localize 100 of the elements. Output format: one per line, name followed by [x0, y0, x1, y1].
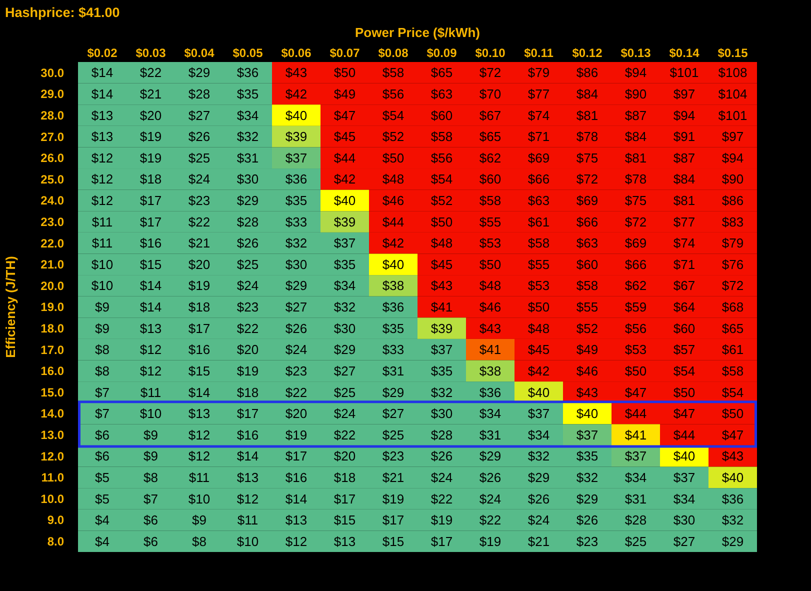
data-label: $28 — [236, 214, 259, 230]
data-label: $24 — [479, 491, 502, 506]
data-label: $20 — [140, 108, 162, 123]
data-label: $14 — [285, 491, 308, 506]
data-label: $36 — [479, 384, 502, 400]
data-label: $60 — [430, 108, 453, 123]
data-label: $53 — [624, 342, 647, 358]
data-label: $20 — [236, 342, 259, 358]
data-label: $37 — [430, 342, 453, 358]
data-label: $87 — [624, 108, 647, 123]
data-label: $52 — [382, 129, 404, 144]
y-tick-label: 25.0 — [40, 172, 64, 186]
y-tick-label: 8.0 — [47, 534, 64, 549]
y-tick-label: 30.0 — [40, 66, 64, 80]
data-label: $7 — [95, 384, 110, 400]
data-label: $43 — [430, 278, 453, 294]
data-label: $44 — [382, 214, 404, 230]
data-label: $26 — [188, 129, 210, 144]
data-label: $17 — [430, 534, 453, 549]
data-label: $34 — [624, 470, 647, 485]
data-label: $86 — [722, 193, 744, 208]
y-tick-label: 29.0 — [40, 87, 64, 102]
data-label: $39 — [334, 214, 356, 230]
data-label: $37 — [624, 448, 647, 464]
data-label: $22 — [140, 65, 162, 80]
y-tick-label: 19.0 — [40, 300, 64, 314]
data-label: $10 — [140, 406, 162, 422]
y-tick-label: 21.0 — [40, 258, 64, 272]
data-label: $16 — [285, 470, 308, 485]
data-label: $94 — [624, 65, 647, 80]
data-label: $44 — [624, 406, 647, 422]
data-label: $13 — [285, 512, 308, 528]
data-label: $7 — [95, 406, 110, 422]
data-label: $63 — [576, 236, 598, 251]
data-label: $33 — [285, 214, 308, 230]
data-label: $26 — [576, 512, 598, 528]
data-label: $36 — [382, 300, 404, 315]
data-label: $15 — [334, 512, 356, 528]
data-label: $22 — [188, 214, 210, 230]
data-label: $40 — [285, 108, 308, 123]
data-label: $4 — [95, 512, 110, 528]
data-label: $76 — [722, 256, 744, 272]
y-axis-title: Efficiency (J/TH) — [3, 256, 18, 358]
data-label: $72 — [722, 278, 744, 294]
data-label: $29 — [576, 491, 598, 506]
data-label: $53 — [528, 278, 550, 294]
y-tick-label: 16.0 — [40, 364, 64, 378]
data-label: $21 — [140, 86, 162, 102]
data-label: $66 — [624, 256, 647, 272]
data-label: $13 — [236, 470, 259, 485]
y-tick-label: 28.0 — [40, 108, 64, 122]
y-tick-label: 14.0 — [40, 406, 64, 421]
data-label: $42 — [382, 236, 404, 251]
data-label: $8 — [95, 363, 110, 378]
data-label: $72 — [479, 65, 502, 80]
data-label: $12 — [236, 491, 259, 506]
data-label: $20 — [188, 256, 210, 272]
data-label: $40 — [576, 406, 598, 422]
data-label: $50 — [624, 363, 647, 378]
data-label: $20 — [334, 448, 356, 464]
data-label: $19 — [382, 491, 404, 506]
data-label: $12 — [188, 448, 210, 464]
data-label: $18 — [188, 300, 210, 315]
data-label: $19 — [140, 150, 162, 166]
y-tick-label: 26.0 — [40, 151, 64, 166]
data-label: $11 — [140, 384, 162, 400]
data-label: $29 — [236, 193, 259, 208]
y-tick-label: 17.0 — [40, 342, 64, 357]
data-label: $26 — [479, 470, 502, 485]
y-tick-label: 9.0 — [47, 513, 64, 528]
data-label: $35 — [236, 86, 259, 102]
x-tick-label: $0.05 — [232, 46, 264, 60]
data-label: $16 — [236, 427, 259, 442]
data-label: $30 — [430, 406, 453, 422]
data-label: $65 — [479, 129, 502, 144]
data-label: $28 — [624, 512, 647, 528]
data-label: $31 — [624, 491, 647, 506]
data-label: $12 — [188, 427, 210, 442]
data-label: $4 — [95, 534, 110, 549]
data-label: $50 — [382, 150, 404, 166]
data-label: $35 — [382, 320, 404, 336]
data-label: $97 — [673, 86, 696, 102]
data-label: $34 — [334, 278, 356, 294]
data-label: $27 — [382, 406, 404, 422]
y-tick-label: 20.0 — [40, 278, 64, 293]
data-label: $14 — [236, 448, 259, 464]
data-label: $46 — [576, 363, 598, 378]
data-label: $63 — [430, 86, 453, 102]
data-label: $28 — [430, 427, 453, 442]
data-label: $84 — [624, 129, 647, 144]
data-label: $35 — [334, 256, 356, 272]
data-label: $37 — [576, 427, 598, 442]
data-label: $13 — [140, 320, 162, 336]
data-label: $55 — [479, 214, 502, 230]
data-label: $36 — [722, 491, 744, 506]
data-label: $44 — [673, 427, 696, 442]
data-label: $32 — [576, 470, 598, 485]
data-label: $54 — [722, 384, 744, 400]
data-label: $78 — [576, 129, 598, 144]
data-label: $17 — [236, 406, 259, 422]
